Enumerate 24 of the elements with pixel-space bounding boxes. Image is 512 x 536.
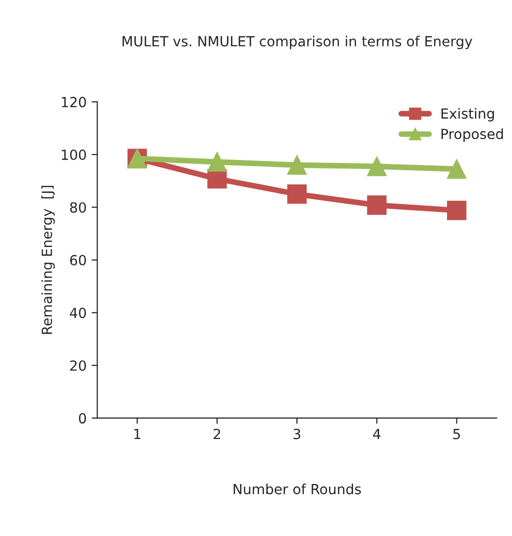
point — [446, 200, 466, 220]
point — [287, 155, 307, 175]
y-tick-label: 120 — [62, 96, 86, 108]
y-tick-label: 20 — [70, 360, 86, 371]
y-tick-label: 40 — [70, 308, 86, 318]
x-tick-label: 1 — [134, 428, 140, 440]
x-tick-label: 2 — [214, 428, 220, 440]
point — [287, 184, 307, 204]
legend-label: Proposed — [442, 128, 503, 142]
y-tick-label: 0 — [78, 413, 86, 424]
y-axis-title: Remaining Energy [J] — [41, 186, 55, 334]
y-tick-label: 60 — [70, 254, 86, 266]
point — [367, 195, 387, 215]
y-tick-label: 100 — [62, 150, 86, 160]
x-tick-label: 4 — [373, 428, 380, 440]
x-tick-label: 3 — [294, 428, 300, 440]
y-tick-label: 80 — [70, 202, 86, 213]
x-tick-label: 5 — [453, 428, 460, 440]
x-axis-title: Number of Rounds — [234, 484, 361, 494]
legend-label: Existing — [442, 108, 494, 122]
point — [207, 152, 227, 172]
point — [446, 159, 466, 179]
chart-title: MULET vs. NMULET comparison in terms of Energy — [122, 36, 472, 50]
point — [367, 156, 387, 176]
